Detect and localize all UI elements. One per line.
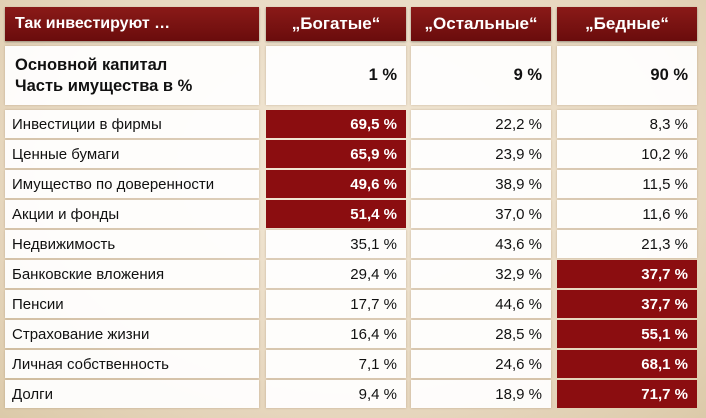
column-header-others: „Остальные“ <box>411 7 551 41</box>
capital-label-line2: Часть имущества в % <box>15 76 193 95</box>
row-value-rich: 29,4 % <box>266 260 406 288</box>
row-label: Ценные бумаги <box>5 140 259 168</box>
column-header-poor: „Бедные“ <box>557 7 697 41</box>
row-value-poor: 11,5 % <box>557 170 697 198</box>
row-value-others: 38,9 % <box>411 170 551 198</box>
row-value-rich: 49,6 % <box>266 170 406 198</box>
row-value-poor: 37,7 % <box>557 290 697 318</box>
row-value-others: 37,0 % <box>411 200 551 228</box>
capital-value-others: 9 % <box>411 46 551 105</box>
row-value-others: 24,6 % <box>411 350 551 378</box>
row-label: Банковские вложения <box>5 260 259 288</box>
capital-label-line1: Основной капитал <box>15 55 168 74</box>
row-label: Акции и фонды <box>5 200 259 228</box>
row-value-rich: 69,5 % <box>266 110 406 138</box>
capital-value-rich: 1 % <box>266 46 406 105</box>
row-value-poor: 68,1 % <box>557 350 697 378</box>
row-value-poor: 55,1 % <box>557 320 697 348</box>
row-value-rich: 7,1 % <box>266 350 406 378</box>
row-value-rich: 65,9 % <box>266 140 406 168</box>
row-value-poor: 21,3 % <box>557 230 697 258</box>
row-value-rich: 17,7 % <box>266 290 406 318</box>
row-label: Пенсии <box>5 290 259 318</box>
row-value-poor: 71,7 % <box>557 380 697 408</box>
column-header-rich: „Богатые“ <box>266 7 406 41</box>
row-value-rich: 35,1 % <box>266 230 406 258</box>
capital-label: Основной капитал Часть имущества в % <box>5 46 259 105</box>
row-value-others: 18,9 % <box>411 380 551 408</box>
row-label: Недвижимость <box>5 230 259 258</box>
row-value-others: 44,6 % <box>411 290 551 318</box>
row-value-poor: 10,2 % <box>557 140 697 168</box>
row-value-rich: 9,4 % <box>266 380 406 408</box>
row-value-rich: 51,4 % <box>266 200 406 228</box>
row-value-rich: 16,4 % <box>266 320 406 348</box>
row-label: Инвестиции в фирмы <box>5 110 259 138</box>
row-value-poor: 37,7 % <box>557 260 697 288</box>
row-value-poor: 8,3 % <box>557 110 697 138</box>
row-value-others: 32,9 % <box>411 260 551 288</box>
row-label: Личная собственность <box>5 350 259 378</box>
row-label: Долги <box>5 380 259 408</box>
row-value-others: 28,5 % <box>411 320 551 348</box>
row-label: Имущество по доверенности <box>5 170 259 198</box>
row-value-others: 22,2 % <box>411 110 551 138</box>
table-title: Так инвестируют … <box>5 7 259 41</box>
capital-value-poor: 90 % <box>557 46 697 105</box>
row-value-others: 43,6 % <box>411 230 551 258</box>
row-value-others: 23,9 % <box>411 140 551 168</box>
row-label: Страхование жизни <box>5 320 259 348</box>
row-value-poor: 11,6 % <box>557 200 697 228</box>
